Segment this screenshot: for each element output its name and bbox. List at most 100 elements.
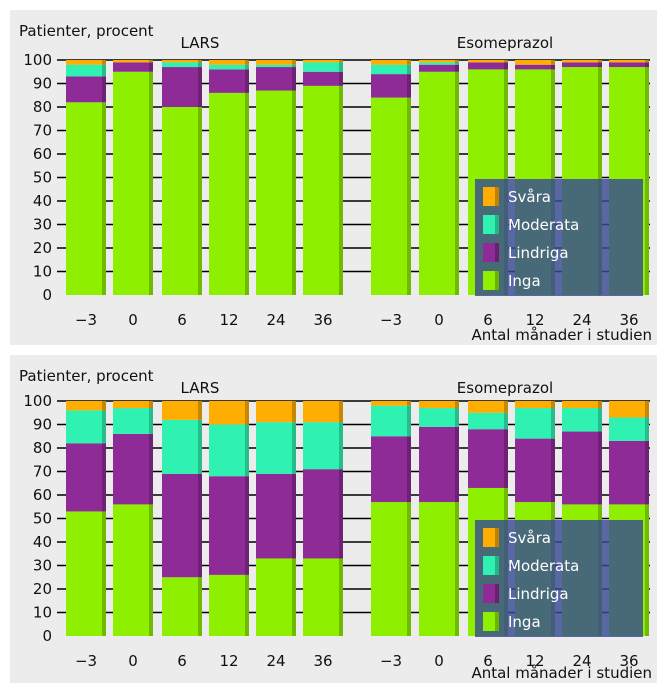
- group-label: LARS: [181, 34, 220, 52]
- bar-segment-moderata: [113, 408, 153, 434]
- bar-segment-edge: [102, 76, 106, 103]
- legend-label: Svåra: [508, 529, 551, 547]
- bar-segment-moderata: [562, 408, 602, 432]
- bar-segment-svara: [66, 60, 106, 65]
- bar-segment-edge: [455, 408, 459, 427]
- legend-swatch: [483, 612, 499, 631]
- x-tick-labels: −3 0 6 12 24 36 −3 0 6 12 24 36: [75, 311, 639, 329]
- bar-segment-edge: [292, 90, 296, 295]
- group-label: Esomeprazol: [457, 379, 553, 397]
- bar-segment-moderata: [256, 422, 296, 474]
- y-tick-label: 30: [33, 216, 52, 234]
- bar-segment-lindriga: [209, 476, 249, 575]
- bar-segment-edge: [102, 443, 106, 512]
- bar-segment-moderata: [419, 62, 459, 65]
- bar-segment-moderata: [66, 410, 106, 444]
- bar-stack: [162, 60, 202, 295]
- bar-segment-moderata: [371, 64, 411, 75]
- x-tick-label: 12: [219, 652, 238, 670]
- bar-segment-edge: [245, 424, 249, 477]
- bar-segment-edge: [292, 422, 296, 474]
- bar-segment-moderata: [303, 422, 343, 470]
- x-tick-label: 6: [177, 311, 187, 329]
- bar-segment-lindriga: [256, 67, 296, 91]
- legend-item: Moderata: [483, 556, 579, 575]
- y-tick-label: 60: [33, 145, 52, 163]
- y-tick-label: 20: [33, 580, 52, 598]
- bar-segment-moderata: [209, 424, 249, 477]
- legend-swatch-edge: [495, 187, 499, 206]
- bar-segment-lindriga: [515, 438, 555, 503]
- bar-stack: [303, 401, 343, 636]
- bar-segment-edge: [198, 401, 202, 420]
- bar-segment-svara: [609, 401, 649, 418]
- bar-segment-edge: [339, 401, 343, 423]
- legend-swatch: [483, 584, 499, 603]
- legend-label: Moderata: [508, 557, 579, 575]
- bar-segment-edge: [102, 64, 106, 77]
- bar-segment-edge: [598, 60, 602, 63]
- bar-segment-inga: [113, 504, 153, 636]
- bar-segment-edge: [645, 67, 649, 295]
- x-axis-title: Antal månader i studien: [471, 664, 652, 682]
- bar-segment-lindriga: [256, 473, 296, 559]
- legend-swatch-edge: [495, 215, 499, 234]
- bar-segment-edge: [198, 419, 202, 474]
- bar-segment-moderata: [515, 408, 555, 439]
- legend-swatch-edge: [495, 271, 499, 290]
- legend: Svåra Moderata Lindriga Inga: [475, 520, 643, 637]
- bar-segment-edge: [198, 67, 202, 107]
- y-tick-label: 100: [23, 51, 52, 69]
- bar-segment-lindriga: [162, 473, 202, 578]
- bar-segment-svara: [562, 60, 602, 63]
- group-label: LARS: [181, 379, 220, 397]
- bar-stack: [419, 401, 459, 636]
- bar-segment-svara: [256, 60, 296, 65]
- legend-swatch-edge: [495, 528, 499, 547]
- y-tick-label: 10: [33, 263, 52, 281]
- bar-segment-edge: [245, 476, 249, 575]
- bar-segment-edge: [149, 408, 153, 434]
- bar-stack: [303, 60, 343, 295]
- legend-swatch: [483, 528, 499, 547]
- bar-segment-edge: [198, 60, 202, 63]
- bar-segment-edge: [339, 85, 343, 295]
- bar-segment-svara: [515, 60, 555, 65]
- y-tick-label: 80: [33, 439, 52, 457]
- y-tick-label: 100: [23, 392, 52, 410]
- bar-stack: [162, 401, 202, 636]
- bar-segment-edge: [407, 97, 411, 295]
- bar-segment-edge: [551, 60, 555, 65]
- bar-segment-edge: [645, 504, 649, 636]
- bar-segment-edge: [598, 408, 602, 432]
- bar-segment-edge: [407, 401, 411, 406]
- legend-swatch: [483, 187, 499, 206]
- bar-stack: [209, 60, 249, 296]
- bar-segment-moderata: [419, 408, 459, 427]
- bar-segment-svara: [468, 401, 508, 413]
- bar-segment-edge: [198, 473, 202, 578]
- x-tick-label: −3: [75, 652, 97, 670]
- legend-item: Svåra: [483, 528, 551, 547]
- bar-segment-lindriga: [562, 62, 602, 68]
- bar-segment-edge: [339, 469, 343, 559]
- bar-segment-edge: [292, 473, 296, 559]
- bar-segment-svara: [468, 60, 508, 63]
- x-tick-label: 36: [619, 652, 638, 670]
- bar-segment-edge: [504, 62, 508, 70]
- bar-segment-edge: [455, 62, 459, 65]
- bar-stack: [113, 60, 153, 295]
- bar-stack: [371, 401, 411, 636]
- bar-segment-svara: [371, 60, 411, 65]
- bar-segment-moderata: [303, 62, 343, 72]
- bar-segment-edge: [198, 107, 202, 295]
- bar-segment-edge: [245, 574, 249, 636]
- y-tick-label: 80: [33, 98, 52, 116]
- bar-segment-edge: [645, 417, 649, 441]
- y-axis-title: Patienter, procent: [19, 22, 154, 40]
- bar-segment-moderata: [209, 64, 249, 70]
- bar-segment-edge: [102, 60, 106, 65]
- legend-label: Moderata: [508, 216, 579, 234]
- bar-segment-edge: [598, 431, 602, 505]
